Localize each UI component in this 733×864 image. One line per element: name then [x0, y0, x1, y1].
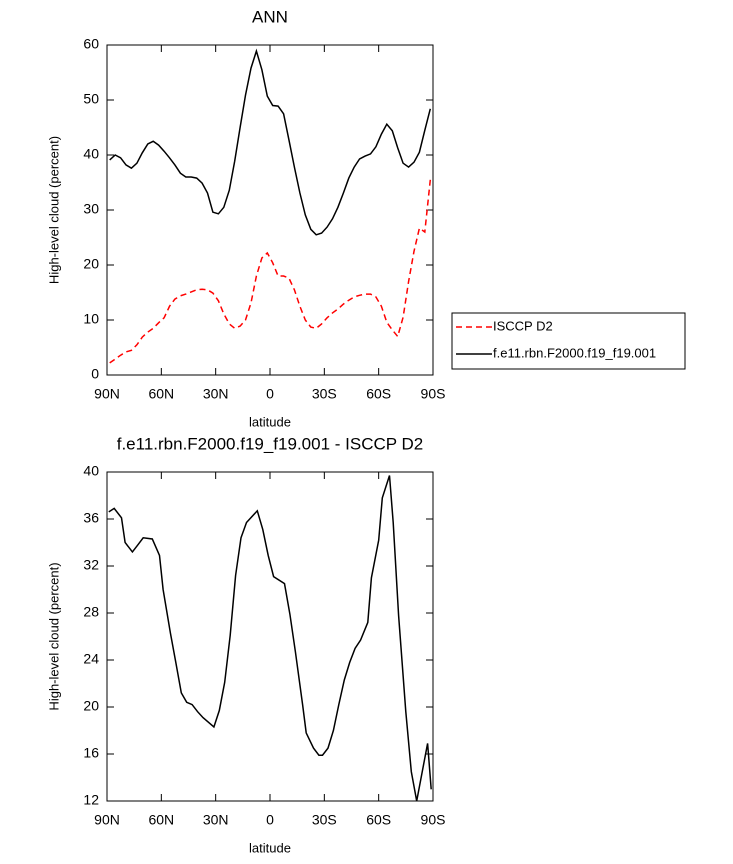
x-tick-label: 60S — [366, 812, 391, 828]
x-tick-label: 30N — [203, 812, 229, 828]
y-tick-label: 0 — [91, 366, 99, 382]
x-tick-label: 90N — [94, 812, 120, 828]
data-line — [109, 48, 432, 236]
data-line — [109, 179, 432, 364]
x-axis-label: latitude — [249, 414, 291, 429]
x-tick-label: 30N — [203, 386, 229, 402]
x-axis-label: latitude — [249, 840, 291, 855]
legend-label: f.e11.rbn.F2000.f19_f19.001 — [493, 345, 656, 360]
y-tick-label: 12 — [83, 792, 99, 808]
x-tick-label: 60N — [148, 386, 174, 402]
y-tick-label: 20 — [83, 698, 99, 714]
x-tick-label: 60S — [366, 386, 391, 402]
legend-box — [451, 312, 686, 370]
chart-title: f.e11.rbn.F2000.f19_f19.001 - ISCCP D2 — [117, 434, 424, 453]
legend-label: ISCCP D2 — [493, 318, 553, 333]
x-tick-label: 90S — [421, 812, 446, 828]
x-tick-label: 0 — [266, 812, 274, 828]
x-tick-label: 90S — [421, 386, 446, 402]
y-tick-label: 32 — [83, 557, 99, 573]
y-tick-label: 24 — [83, 651, 99, 667]
y-tick-label: 36 — [83, 510, 99, 526]
chart-title: ANN — [252, 7, 288, 26]
y-tick-label: 30 — [83, 201, 99, 217]
x-tick-label: 30S — [312, 812, 337, 828]
y-tick-label: 60 — [83, 36, 99, 52]
y-axis-label: High-level cloud (percent) — [46, 562, 61, 710]
plot-frame — [106, 44, 434, 376]
y-tick-label: 40 — [83, 146, 99, 162]
y-tick-label: 40 — [83, 463, 99, 479]
y-tick-label: 20 — [83, 256, 99, 272]
data-line — [108, 475, 432, 802]
x-tick-label: 90N — [94, 386, 120, 402]
y-tick-label: 16 — [83, 745, 99, 761]
y-tick-label: 10 — [83, 311, 99, 327]
y-tick-label: 28 — [83, 604, 99, 620]
x-tick-label: 30S — [312, 386, 337, 402]
x-tick-label: 60N — [148, 812, 174, 828]
plot-frame — [106, 471, 434, 802]
y-tick-label: 50 — [83, 91, 99, 107]
y-axis-label: High-level cloud (percent) — [46, 136, 61, 284]
x-tick-label: 0 — [266, 386, 274, 402]
